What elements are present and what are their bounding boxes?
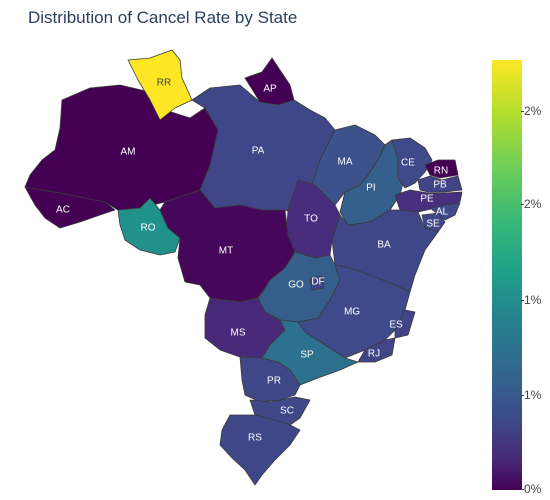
- colorbar-tick: 1%: [520, 293, 542, 307]
- state-ro[interactable]: [117, 197, 181, 256]
- label-to: TO: [304, 214, 318, 225]
- label-ms: MS: [231, 328, 246, 339]
- state-es[interactable]: [394, 309, 416, 339]
- label-rs: RS: [248, 433, 262, 444]
- colorbar-tick: 1%: [520, 388, 542, 402]
- state-al[interactable]: [429, 202, 461, 221]
- colorbar-tick: 2%: [520, 104, 542, 118]
- state-rs[interactable]: [219, 414, 301, 486]
- chart-title: Distribution of Cancel Rate by State: [28, 8, 298, 27]
- label-al: AL: [436, 207, 449, 218]
- label-pr: PR: [267, 376, 281, 387]
- label-mg: MG: [344, 307, 360, 318]
- colorbar: [492, 60, 522, 490]
- label-pa: PA: [252, 146, 265, 157]
- label-df: DF: [311, 277, 324, 288]
- label-ma: MA: [338, 157, 353, 168]
- state-df[interactable]: [309, 275, 325, 291]
- label-rr: RR: [157, 78, 171, 89]
- state-ce[interactable]: [391, 137, 433, 189]
- label-ro: RO: [141, 223, 156, 234]
- label-ap: AP: [263, 84, 277, 95]
- label-pb: PB: [433, 180, 447, 191]
- label-am: AM: [121, 147, 136, 158]
- label-go: GO: [288, 280, 304, 291]
- label-ac: AC: [56, 205, 70, 216]
- label-rj: RJ: [368, 349, 380, 360]
- label-sp: SP: [300, 350, 314, 361]
- label-mt: MT: [219, 246, 233, 257]
- label-ce: CE: [401, 158, 415, 169]
- label-pi: PI: [366, 183, 375, 194]
- label-pe: PE: [420, 194, 434, 205]
- state-pr[interactable]: [239, 356, 301, 403]
- label-se: SE: [426, 219, 440, 230]
- state-sp[interactable]: [261, 319, 359, 386]
- colorbar-tick: 0%: [520, 482, 542, 496]
- label-ba: BA: [377, 240, 391, 251]
- state-rn[interactable]: [424, 159, 459, 179]
- label-rn: RN: [434, 166, 448, 177]
- state-mt[interactable]: [159, 189, 296, 303]
- label-sc: SC: [280, 406, 294, 417]
- state-se[interactable]: [421, 212, 446, 233]
- colorbar-tick: 2%: [520, 197, 542, 211]
- brazil-choropleth-map: AM RR AP PA MA CE RN PB PI PE AL SE AC T…: [24, 49, 463, 486]
- label-es: ES: [389, 320, 403, 331]
- state-pb[interactable]: [417, 175, 463, 193]
